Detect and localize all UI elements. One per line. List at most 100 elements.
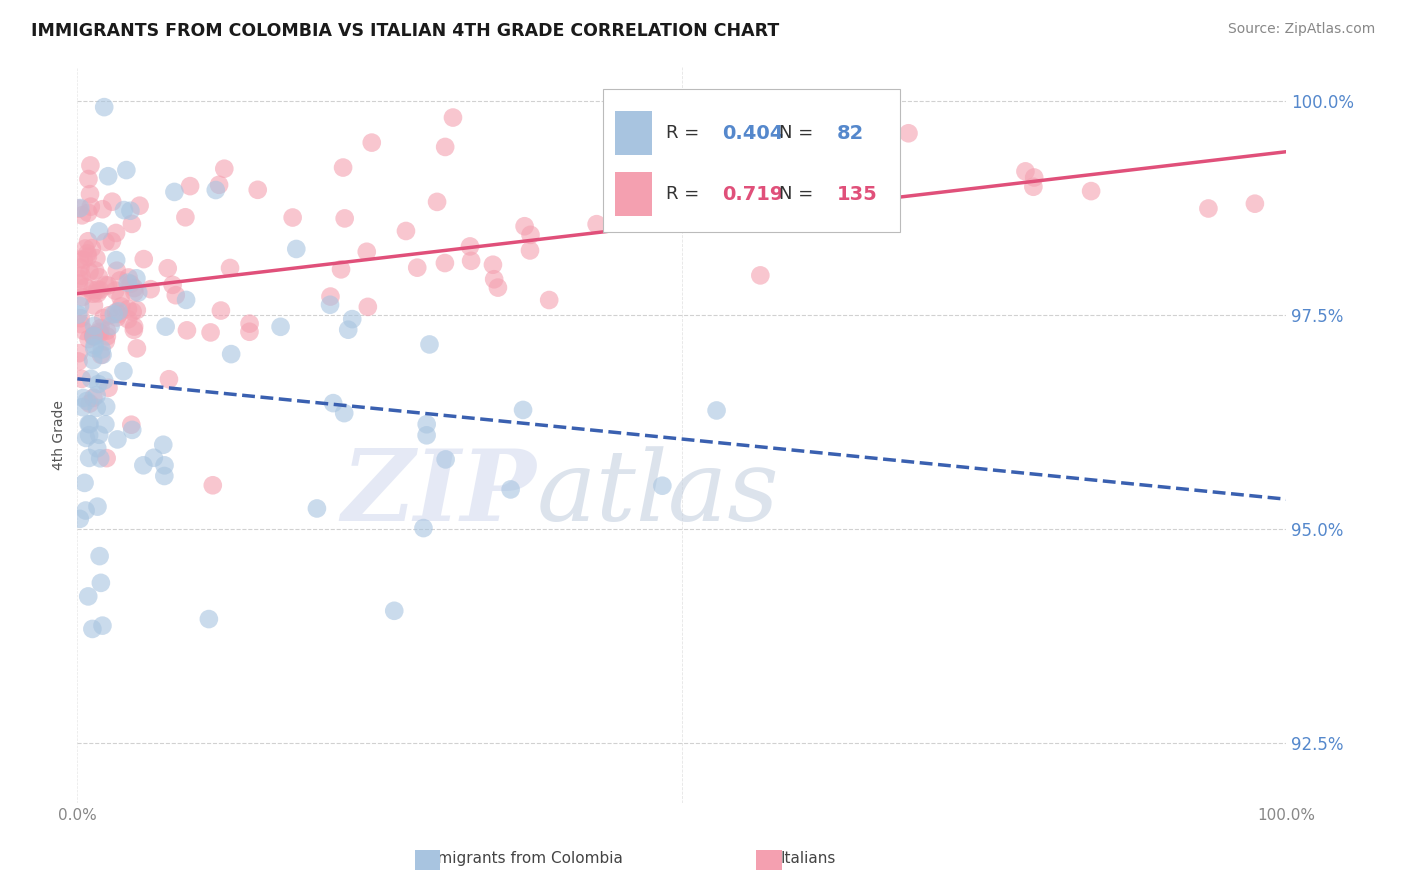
Point	[89, 451, 111, 466]
Point	[163, 185, 186, 199]
Point	[72, 290, 94, 304]
Point	[91, 202, 114, 217]
Point	[538, 293, 561, 307]
Point	[79, 158, 101, 172]
Point	[124, 285, 146, 300]
Point	[117, 270, 139, 285]
Point	[77, 206, 100, 220]
Point	[201, 478, 224, 492]
Text: 0.404: 0.404	[721, 124, 783, 143]
Point	[79, 187, 101, 202]
Point	[153, 458, 176, 473]
Point	[70, 317, 93, 331]
Point	[105, 305, 128, 319]
Point	[91, 311, 114, 326]
Point	[897, 126, 920, 140]
Point	[330, 262, 353, 277]
Point	[219, 260, 242, 275]
Point	[337, 323, 360, 337]
Point	[176, 323, 198, 337]
Point	[132, 458, 155, 473]
Point	[83, 328, 105, 343]
Point	[86, 388, 108, 402]
Point	[86, 401, 108, 415]
Point	[702, 199, 724, 213]
Point	[93, 100, 115, 114]
Point	[125, 342, 148, 356]
Point	[434, 140, 457, 154]
Point	[105, 310, 128, 325]
Point	[84, 263, 107, 277]
Point	[121, 217, 143, 231]
Point	[89, 427, 111, 442]
Text: Source: ZipAtlas.com: Source: ZipAtlas.com	[1227, 22, 1375, 37]
Point	[1014, 164, 1036, 178]
Point	[69, 260, 91, 275]
Point	[97, 169, 120, 184]
Point	[1197, 202, 1219, 216]
Point	[82, 622, 104, 636]
Text: N =: N =	[779, 124, 813, 142]
Point	[104, 284, 127, 298]
Point	[86, 441, 108, 455]
Point	[174, 293, 197, 307]
Text: 0.719: 0.719	[721, 185, 783, 203]
Point	[132, 252, 155, 266]
Point	[96, 451, 118, 466]
Point	[77, 417, 100, 431]
Point	[415, 417, 437, 432]
Point	[72, 391, 94, 405]
Point	[76, 246, 98, 260]
Point	[83, 341, 105, 355]
Point	[105, 253, 128, 268]
Point	[79, 265, 101, 279]
Point	[1244, 196, 1267, 211]
Point	[851, 186, 873, 200]
Point	[94, 235, 117, 249]
Point	[108, 273, 131, 287]
Point	[82, 286, 104, 301]
Point	[357, 300, 380, 314]
Point	[1080, 184, 1102, 198]
Point	[415, 428, 437, 442]
Point	[332, 161, 354, 175]
Point	[90, 321, 112, 335]
Point	[179, 179, 201, 194]
Point	[100, 318, 122, 333]
Point	[67, 308, 90, 322]
Point	[82, 328, 104, 343]
Point	[112, 203, 135, 218]
Point	[107, 307, 129, 321]
Point	[67, 346, 90, 360]
Point	[482, 272, 505, 286]
Point	[706, 403, 728, 417]
Point	[83, 329, 105, 343]
Point	[90, 343, 112, 357]
Point	[86, 286, 108, 301]
Point	[122, 281, 145, 295]
Point	[69, 201, 91, 215]
Point	[418, 337, 440, 351]
Point	[285, 242, 308, 256]
Point	[319, 289, 342, 303]
Point	[76, 394, 98, 409]
Point	[101, 235, 124, 249]
Point	[86, 283, 108, 297]
Point	[174, 211, 197, 225]
FancyBboxPatch shape	[603, 89, 900, 233]
Point	[73, 252, 96, 267]
Point	[80, 200, 103, 214]
Point	[76, 250, 98, 264]
Point	[96, 324, 118, 338]
Point	[94, 277, 117, 292]
Point	[77, 234, 100, 248]
Point	[70, 372, 93, 386]
Point	[91, 348, 114, 362]
Point	[98, 308, 121, 322]
Point	[89, 326, 111, 340]
Point	[91, 618, 114, 632]
Point	[281, 211, 304, 225]
Text: Italians: Italians	[780, 851, 837, 865]
Point	[128, 199, 150, 213]
Point	[107, 433, 129, 447]
